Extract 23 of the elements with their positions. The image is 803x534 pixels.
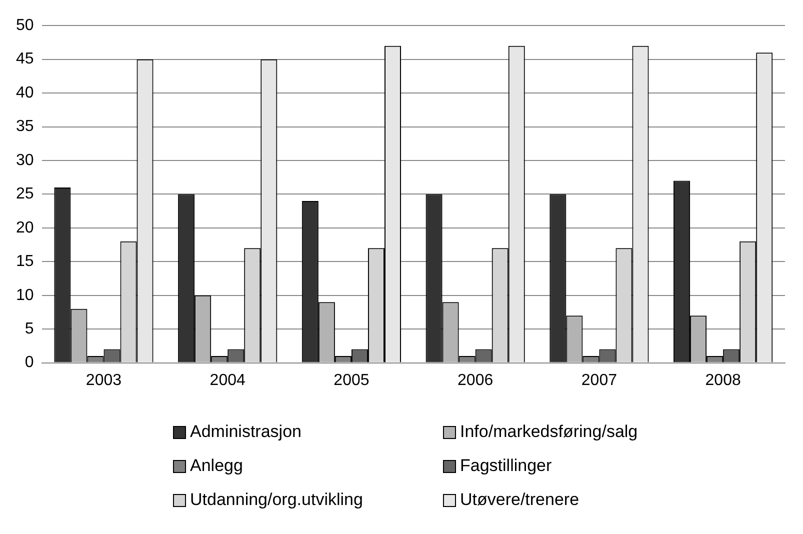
x-tick-label: 2004 — [210, 372, 246, 389]
y-tick-label: 5 — [24, 320, 34, 338]
y-tick-label: 35 — [16, 118, 34, 136]
x-tick-label: 2005 — [334, 372, 370, 389]
legend-label: Anlegg — [190, 456, 243, 476]
legend-label: Utdanning/org.utvikling — [190, 490, 363, 510]
y-tick-label: 0 — [24, 354, 34, 372]
legend-label: Administrasjon — [190, 422, 302, 442]
y-tick-label: 25 — [16, 186, 34, 203]
y-tick-label: 45 — [16, 50, 34, 68]
y-tick-label: 30 — [16, 152, 34, 169]
legend-label: Fagstillinger — [460, 456, 552, 476]
x-tick-label: 2007 — [581, 372, 618, 389]
y-tick-label: 15 — [16, 253, 34, 270]
x-tick-label: 2003 — [86, 372, 122, 389]
legend-label: Utøvere/trenere — [460, 490, 580, 510]
x-tick-label: 2008 — [705, 372, 741, 389]
legend-label: Info/markedsføring/salg — [460, 422, 638, 442]
y-tick-label: 50 — [16, 17, 34, 34]
y-tick-label: 40 — [16, 84, 34, 102]
y-tick-label: 10 — [16, 286, 34, 304]
x-tick-label: 2006 — [458, 372, 494, 389]
y-tick-label: 20 — [16, 219, 34, 236]
